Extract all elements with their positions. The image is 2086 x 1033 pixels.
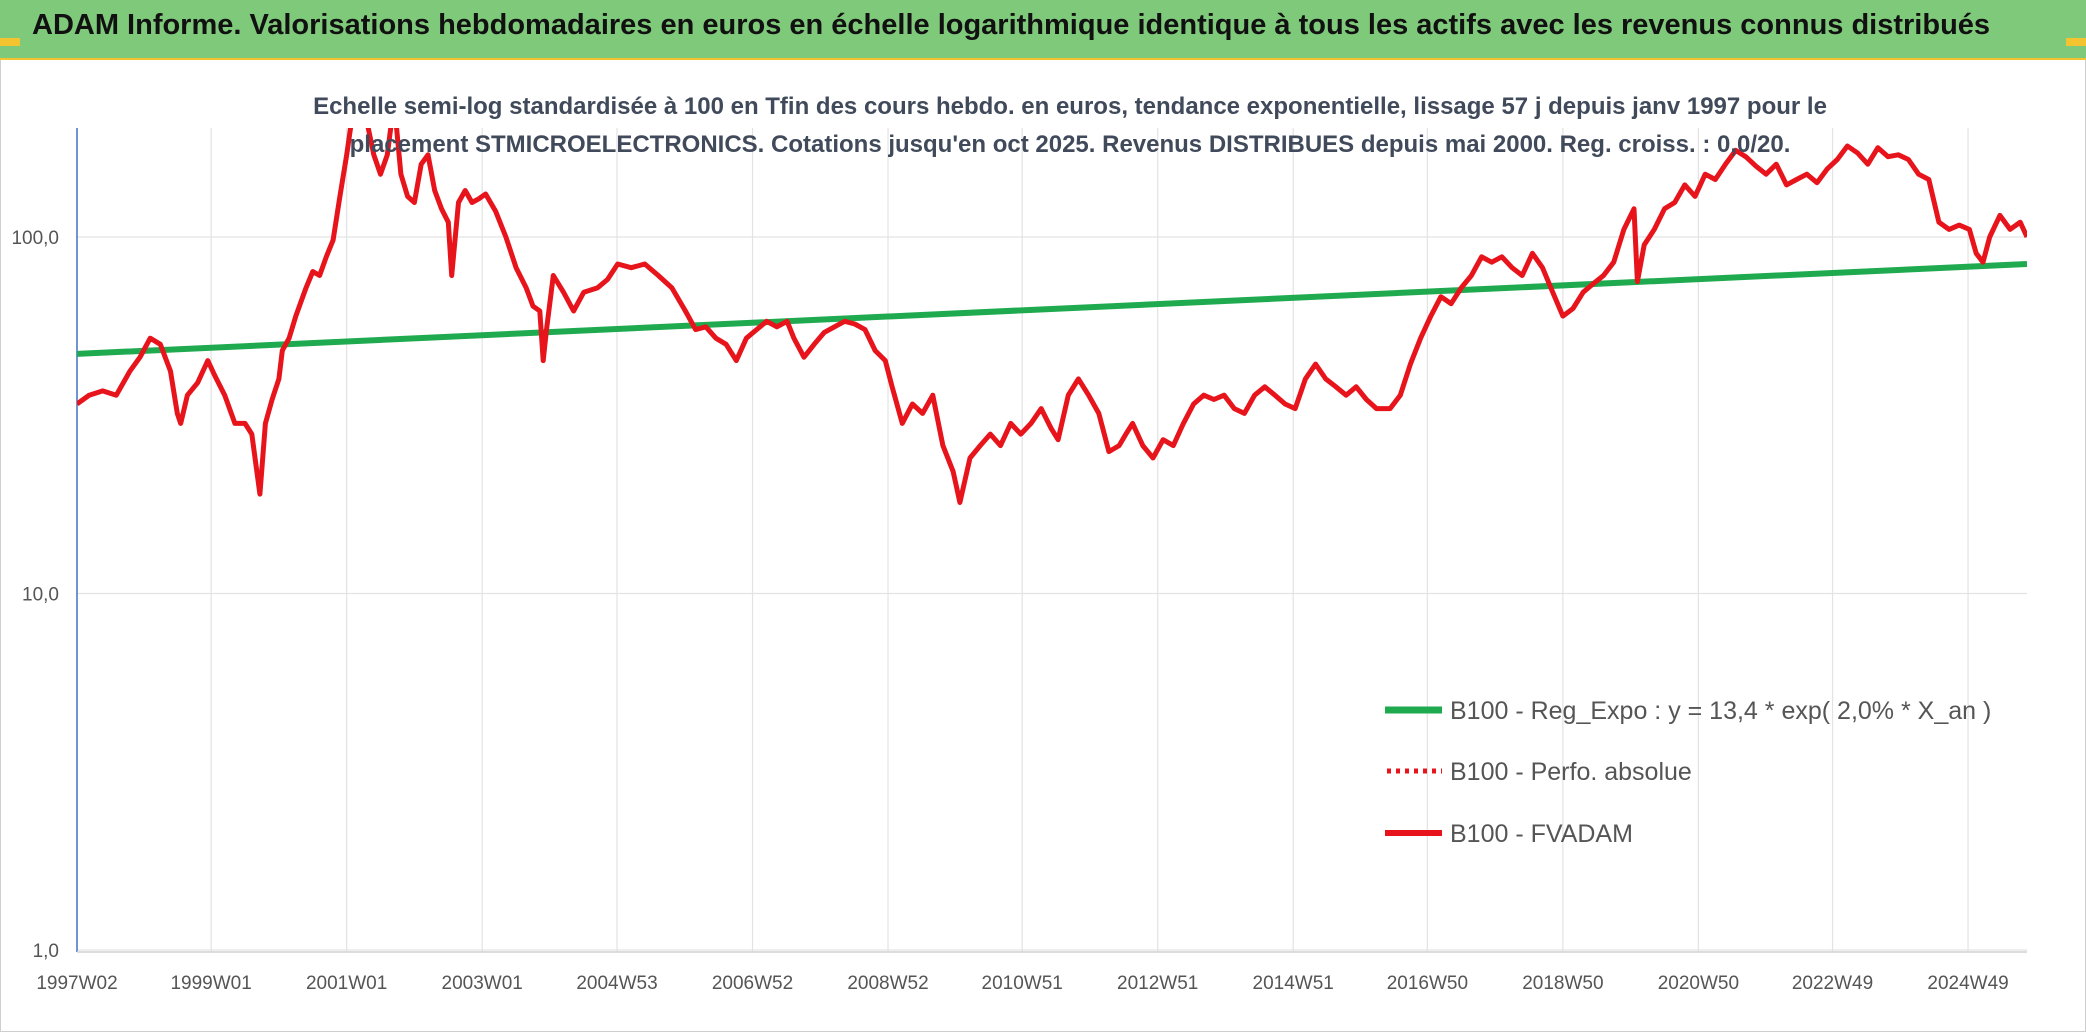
x-tick-label: 2020W50	[1658, 973, 1739, 994]
page-title: ADAM Informe. Valorisations hebdomadaire…	[32, 9, 1991, 41]
fvadam-series-line	[77, 128, 2027, 505]
legend-label-fvadam: B100 - FVADAM	[1450, 820, 1633, 848]
x-tick-label: 2022W49	[1792, 973, 1873, 994]
y-tick-label: 1,0	[33, 941, 59, 962]
x-tick-label: 2003W01	[442, 973, 523, 994]
x-tick-label: 1997W02	[36, 973, 117, 994]
y-tick-label: 100,0	[11, 228, 59, 249]
x-tick-label: 2012W51	[1117, 973, 1198, 994]
x-tick-label: 2008W52	[847, 973, 928, 994]
chart-subtitle: Echelle semi-log standardisée à 100 en T…	[220, 88, 1920, 164]
legend-label-perf: B100 - Perfo. absolue	[1450, 758, 1692, 786]
trend-series-line	[77, 261, 2027, 357]
x-tick-label: 2018W50	[1522, 973, 1603, 994]
legend-label-trend: B100 - Reg_Expo : y = 13,4 * exp( 2,0% *…	[1450, 697, 1991, 725]
corner-mark-left	[0, 38, 20, 46]
x-tick-label: 2006W52	[712, 973, 793, 994]
grid	[76, 128, 2027, 952]
title-banner: ADAM Informe. Valorisations hebdomadaire…	[0, 0, 2086, 60]
x-tick-label: 1999W01	[170, 973, 251, 994]
legend: B100 - Reg_Expo : y = 13,4 * exp( 2,0% *…	[1385, 697, 1991, 848]
x-tick-label: 2001W01	[306, 973, 387, 994]
corner-mark-right	[2066, 38, 2086, 46]
x-tick-label: 2004W53	[576, 973, 657, 994]
y-tick-labels: 1,0 10,0 100,0	[11, 228, 59, 962]
x-tick-label: 2010W51	[982, 973, 1063, 994]
chart-subtitle-line-1: Echelle semi-log standardisée à 100 en T…	[313, 93, 1827, 120]
x-tick-labels: 1997W02 1999W01 2001W01 2003W01 2004W53 2006W…	[36, 973, 2008, 994]
y-tick-label: 10,0	[22, 585, 59, 606]
chart-subtitle-line-2: placement STMICROELECTRONICS. Cotations …	[349, 131, 1791, 158]
x-tick-label: 2024W49	[1927, 973, 2008, 994]
x-tick-label: 2014W51	[1253, 973, 1334, 994]
x-tick-label: 2016W50	[1387, 973, 1468, 994]
